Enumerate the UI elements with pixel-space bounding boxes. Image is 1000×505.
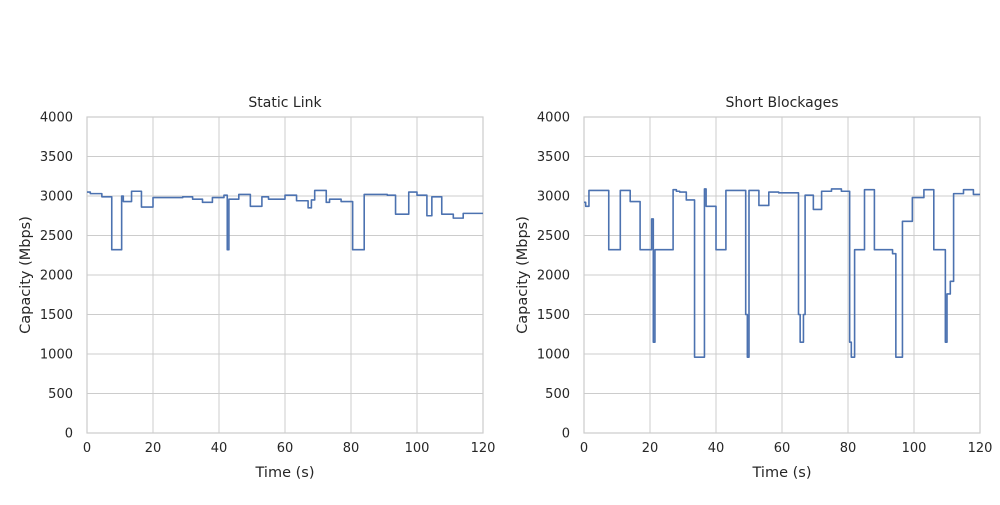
x-tick-label: 120 (968, 441, 993, 456)
y-tick-label: 0 (65, 427, 73, 442)
y-tick-label: 2500 (537, 229, 570, 244)
y-tick-label: 1000 (40, 348, 73, 363)
y-tick-label: 3500 (537, 150, 570, 165)
y-tick-label: 500 (545, 387, 570, 402)
y-tick-label: 1000 (537, 348, 570, 363)
chart-title: Short Blockages (725, 95, 838, 111)
x-tick-label: 40 (708, 441, 725, 456)
y-tick-label: 2000 (537, 269, 570, 284)
x-tick-label: 40 (211, 441, 228, 456)
y-tick-label: 4000 (40, 111, 73, 126)
x-tick-label: 60 (277, 441, 294, 456)
chart-panel-2: 0 20 40 60 80 100 120 0 500 1000 1500 2000 2500 3000 3… (515, 95, 992, 481)
y-tick-label: 3000 (40, 190, 73, 205)
x-tick-label: 60 (774, 441, 791, 456)
y-tick-label: 500 (48, 387, 73, 402)
x-tick-label: 20 (145, 441, 162, 456)
series-line (87, 189, 483, 251)
x-tick-label: 0 (83, 441, 91, 456)
x-tick-label: 100 (902, 441, 927, 456)
y-tick-label: 1500 (40, 308, 73, 323)
y-tick-label: 3500 (40, 150, 73, 165)
x-tick-label: 20 (642, 441, 659, 456)
plot-frame (86, 116, 484, 434)
y-axis-label: Capacity (Mbps) (515, 216, 531, 334)
y-axis-label: Capacity (Mbps) (18, 216, 34, 334)
x-tick-label: 100 (405, 441, 430, 456)
y-tick-label: 1500 (537, 308, 570, 323)
chart-panel-1: 0 20 40 60 80 100 120 0 500 1000 1500 2000 2500 3000 3… (18, 95, 495, 481)
plot-frame (583, 116, 981, 434)
y-tick-label: 2500 (40, 229, 73, 244)
x-tick-label: 120 (471, 441, 496, 456)
x-tick-label: 80 (840, 441, 857, 456)
series-line (584, 188, 980, 358)
y-tick-label: 3000 (537, 190, 570, 205)
y-tick-label: 0 (562, 427, 570, 442)
y-tick-label: 2000 (40, 269, 73, 284)
x-tick-label: 80 (343, 441, 360, 456)
x-axis-label: Time (s) (255, 465, 315, 481)
x-axis-label: Time (s) (752, 465, 812, 481)
y-tick-label: 4000 (537, 111, 570, 126)
chart-title: Static Link (248, 95, 322, 111)
x-tick-label: 0 (580, 441, 588, 456)
